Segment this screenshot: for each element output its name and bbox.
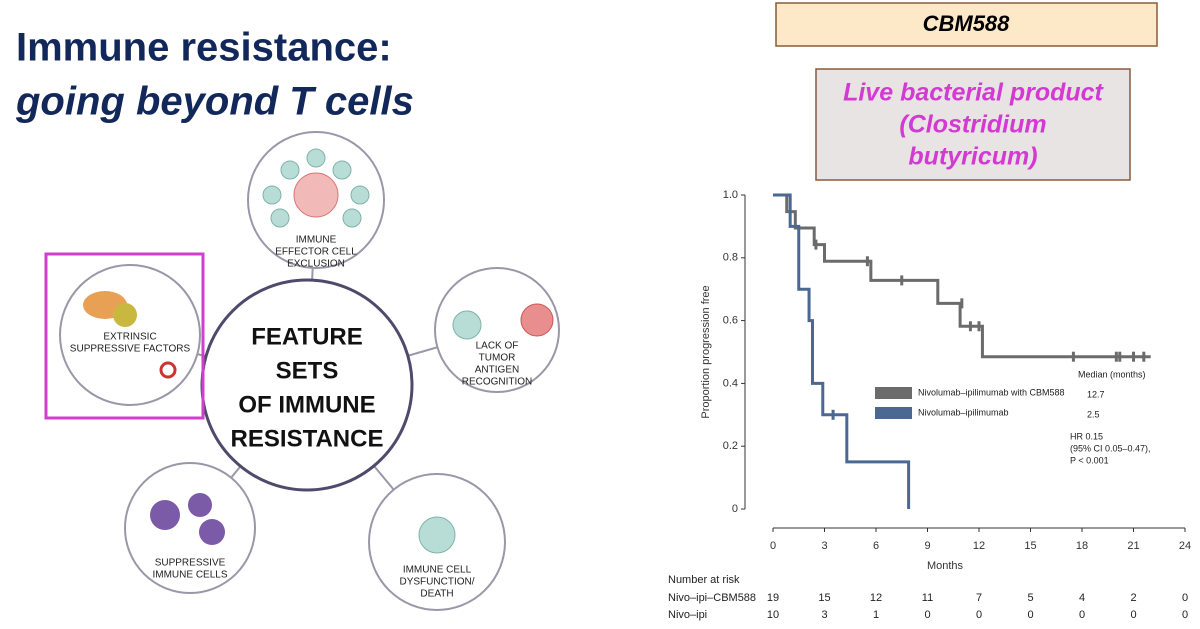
y-tick-label: 0.8 <box>723 252 738 264</box>
node-label: SUPPRESSIVE <box>155 558 226 569</box>
risk-count: 12 <box>870 592 882 604</box>
x-tick-label: 0 <box>770 540 776 552</box>
legend-swatch <box>875 387 912 399</box>
risk-count: 3 <box>821 609 827 621</box>
risk-count: 1 <box>873 609 879 621</box>
risk-row-name: Nivo–ipi <box>668 609 707 621</box>
center-label: SETS <box>276 357 339 384</box>
node-label: TUMOR <box>479 353 516 364</box>
y-tick-label: 0.4 <box>723 377 738 389</box>
survival-curve <box>773 193 911 509</box>
x-tick-label: 24 <box>1179 540 1191 552</box>
risk-count: 0 <box>1182 592 1188 604</box>
risk-count: 0 <box>1027 609 1033 621</box>
risk-count: 10 <box>767 609 779 621</box>
risk-count: 5 <box>1027 592 1033 604</box>
title-line: Immune resistance: <box>16 26 392 70</box>
x-tick-label: 3 <box>821 540 827 552</box>
x-tick-label: 12 <box>973 540 985 552</box>
x-tick-label: 18 <box>1076 540 1088 552</box>
legend-title: Median (months) <box>1078 369 1146 379</box>
y-tick-label: 0 <box>732 503 738 515</box>
risk-count: 0 <box>1079 609 1085 621</box>
node-label: IMMUNE <box>296 235 337 246</box>
node-label: EXTRINSIC <box>103 332 156 343</box>
y-tick-label: 0.2 <box>723 440 738 452</box>
survival-curve <box>773 193 1151 359</box>
risk-count: 19 <box>767 592 779 604</box>
median-value: 12.7 <box>1087 389 1105 399</box>
legend-label: Nivolumab–ipilimumab <box>918 407 1009 417</box>
node-label: EFFECTOR CELL <box>275 247 357 258</box>
node-label: IMMUNE CELLS <box>152 570 227 581</box>
node-label: LACK OF <box>476 341 519 352</box>
description-line: (Clostridium <box>899 111 1046 139</box>
annotation: P < 0.001 <box>1070 455 1109 465</box>
risk-count: 2 <box>1130 592 1136 604</box>
risk-count: 0 <box>976 609 982 621</box>
center-label: RESISTANCE <box>231 425 384 452</box>
y-axis-label: Proportion progression free <box>700 285 712 418</box>
y-tick-label: 0.6 <box>723 315 738 327</box>
description-line: butyricum) <box>908 143 1037 171</box>
legend-label: Nivolumab–ipilimumab with CBM588 <box>918 387 1065 397</box>
drug-label: CBM588 <box>923 11 1011 36</box>
risk-count: 7 <box>976 592 982 604</box>
x-tick-label: 9 <box>924 540 930 552</box>
node-label: RECOGNITION <box>462 377 533 388</box>
description-line: Live bacterial product <box>843 79 1104 107</box>
node-label: ANTIGEN <box>475 365 519 376</box>
center-label: FEATURE <box>251 323 363 350</box>
node-label: DYSFUNCTION/ <box>400 577 475 588</box>
risk-title: Number at risk <box>668 574 740 586</box>
risk-count: 0 <box>1182 609 1188 621</box>
legend-swatch <box>875 407 912 419</box>
x-axis-label: Months <box>927 560 964 572</box>
median-value: 2.5 <box>1087 409 1100 419</box>
x-tick-label: 15 <box>1024 540 1036 552</box>
node-label: EXCLUSION <box>287 259 345 270</box>
x-tick-label: 6 <box>873 540 879 552</box>
risk-count: 0 <box>1130 609 1136 621</box>
risk-count: 4 <box>1079 592 1085 604</box>
risk-row-name: Nivo–ipi–CBM588 <box>668 592 756 604</box>
annotation: HR 0.15 <box>1070 431 1103 441</box>
annotation: (95% CI 0.05–0.47), <box>1070 443 1151 453</box>
node-label: DEATH <box>420 589 453 600</box>
title-line: going beyond T cells <box>15 80 414 124</box>
risk-count: 15 <box>818 592 830 604</box>
node-label: SUPPRESSIVE FACTORS <box>70 344 191 355</box>
node-label: IMMUNE CELL <box>403 565 472 576</box>
diagram <box>44 131 560 611</box>
risk-count: 11 <box>922 592 933 604</box>
center-label: OF IMMUNE <box>238 391 375 418</box>
x-tick-label: 21 <box>1127 540 1139 552</box>
y-tick-label: 1.0 <box>723 189 738 201</box>
risk-count: 0 <box>924 609 930 621</box>
